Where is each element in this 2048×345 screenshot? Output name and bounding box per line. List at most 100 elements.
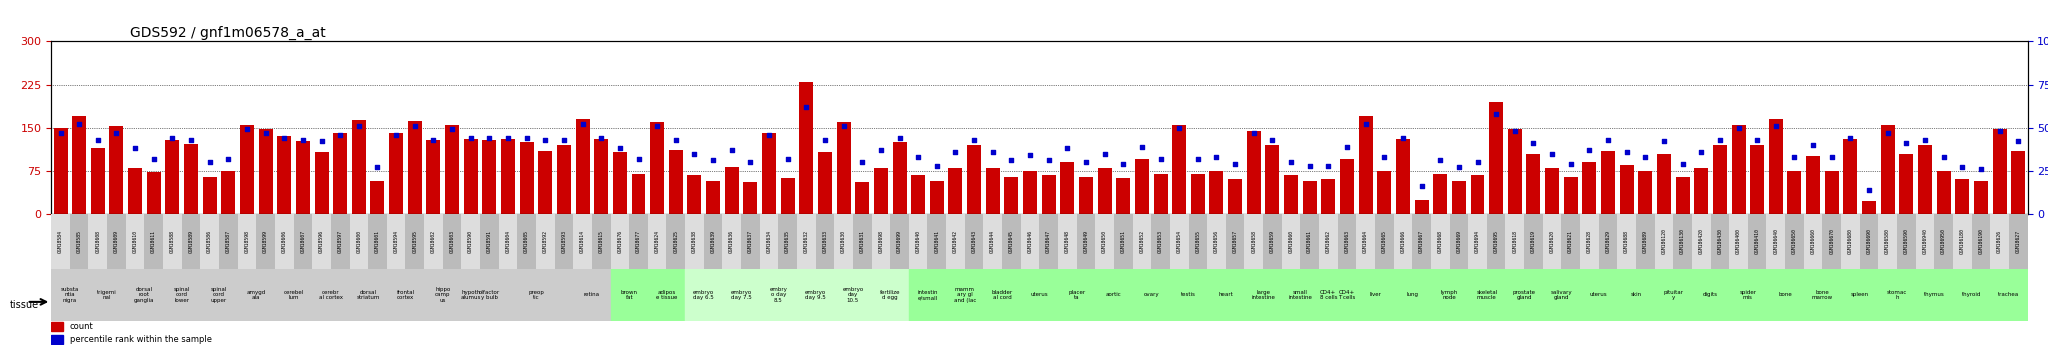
Bar: [1210, 171, 1223, 214]
Text: GSM186420: GSM186420: [1698, 228, 1704, 255]
Bar: [1769, 119, 1784, 214]
Bar: [725, 167, 739, 214]
Bar: [1991, 269, 2028, 321]
Point: [1835, 135, 1868, 141]
Bar: [88, 214, 106, 269]
Text: digits: digits: [1704, 293, 1718, 297]
Point: [492, 135, 524, 141]
Bar: [946, 269, 983, 321]
Bar: [1618, 214, 1636, 269]
Bar: [442, 214, 461, 269]
Point: [119, 146, 152, 151]
Text: GSM18630: GSM18630: [842, 230, 846, 253]
Bar: [1991, 214, 2009, 269]
Bar: [502, 139, 514, 214]
Text: GSM18668: GSM18668: [1438, 230, 1442, 253]
Bar: [1245, 214, 1264, 269]
Text: GSM18607: GSM18607: [301, 230, 305, 253]
Text: GSM18660: GSM18660: [1288, 230, 1294, 253]
Bar: [147, 172, 160, 214]
Bar: [856, 182, 868, 214]
Text: GSM186590: GSM186590: [1905, 228, 1909, 255]
Bar: [1356, 214, 1374, 269]
Text: cerebr
al cortex: cerebr al cortex: [319, 289, 342, 300]
Text: prostate
gland: prostate gland: [1513, 289, 1536, 300]
Point: [1573, 147, 1606, 153]
Bar: [928, 214, 946, 269]
Point: [399, 123, 432, 129]
Bar: [1915, 269, 1954, 321]
Text: GSM18663: GSM18663: [1343, 230, 1350, 253]
Bar: [760, 214, 778, 269]
Bar: [256, 214, 274, 269]
Point: [1460, 159, 1493, 165]
Text: GSM18643: GSM18643: [971, 230, 977, 253]
Bar: [483, 140, 496, 214]
Bar: [184, 144, 199, 214]
Bar: [557, 145, 571, 214]
Text: CD4+
8 cells: CD4+ 8 cells: [1319, 289, 1337, 300]
Bar: [836, 122, 850, 214]
Bar: [1524, 214, 1542, 269]
Text: GSM18688: GSM18688: [1624, 230, 1628, 253]
Text: GSM18614: GSM18614: [580, 230, 586, 253]
Bar: [350, 214, 369, 269]
Text: thymus: thymus: [1923, 293, 1946, 297]
Text: trachea: trachea: [1999, 293, 2019, 297]
Bar: [166, 140, 180, 214]
Bar: [1878, 269, 1915, 321]
Bar: [479, 269, 498, 321]
Point: [1405, 184, 1438, 189]
Point: [473, 135, 506, 141]
Bar: [90, 148, 104, 214]
Bar: [1245, 269, 1282, 321]
Point: [1591, 137, 1624, 142]
Point: [1686, 149, 1718, 155]
Bar: [1675, 177, 1690, 214]
Bar: [1206, 214, 1227, 269]
Bar: [1374, 214, 1393, 269]
Bar: [686, 269, 723, 321]
Bar: [1413, 214, 1432, 269]
Point: [1145, 156, 1178, 161]
Bar: [1020, 269, 1059, 321]
Bar: [1954, 269, 1991, 321]
Point: [547, 137, 580, 142]
Bar: [872, 214, 891, 269]
Bar: [1468, 214, 1487, 269]
Point: [864, 147, 897, 153]
Text: GSM186670: GSM186670: [1829, 228, 1835, 255]
Text: GSM18677: GSM18677: [637, 230, 641, 253]
Bar: [1655, 214, 1673, 269]
Bar: [164, 269, 201, 321]
Text: trigemi
nal: trigemi nal: [96, 289, 117, 300]
Bar: [965, 214, 983, 269]
Bar: [1505, 214, 1524, 269]
Text: GSM18642: GSM18642: [952, 230, 958, 253]
Bar: [1229, 179, 1243, 214]
Bar: [240, 125, 254, 214]
Point: [324, 132, 356, 137]
Point: [1872, 130, 1905, 136]
Bar: [1397, 139, 1409, 214]
Bar: [274, 269, 311, 321]
Bar: [1673, 214, 1692, 269]
Point: [1481, 111, 1513, 117]
Text: GSM18603: GSM18603: [451, 230, 455, 253]
Bar: [1096, 269, 1133, 321]
Text: GSM18621: GSM18621: [1569, 230, 1573, 253]
Point: [1518, 140, 1550, 146]
Bar: [387, 269, 424, 321]
Point: [455, 135, 487, 141]
Bar: [1470, 175, 1485, 214]
Point: [1274, 159, 1307, 165]
Bar: [145, 214, 164, 269]
Bar: [1583, 162, 1595, 214]
Text: placer
ta: placer ta: [1069, 289, 1085, 300]
Text: GSM18666: GSM18666: [1401, 230, 1405, 253]
Bar: [1843, 139, 1858, 214]
Bar: [125, 214, 145, 269]
Text: GSM18596: GSM18596: [319, 230, 324, 253]
Bar: [1247, 130, 1262, 214]
Text: testis: testis: [1182, 293, 1196, 297]
